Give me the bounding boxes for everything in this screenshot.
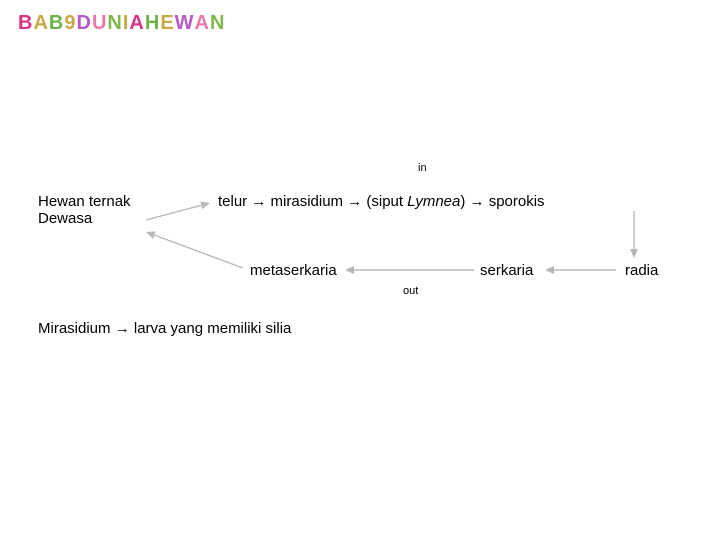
note-suffix: larva yang memiliki silia: [130, 320, 292, 337]
text-mirasidium: mirasidium: [271, 193, 344, 210]
node-chain-top: telur → mirasidium → (siput Lymnea) → sp…: [218, 193, 545, 210]
node-metaserkaria: metaserkaria: [250, 262, 337, 279]
note-mirasidium: Mirasidium → larva yang memiliki silia: [38, 320, 291, 337]
note-prefix: Mirasidium: [38, 320, 115, 337]
label-in: in: [418, 162, 427, 174]
arrow-glyph: →: [470, 193, 489, 210]
text-hewan-line1: Hewan ternak: [38, 193, 131, 210]
node-hewan-dewasa: Hewan ternak Dewasa: [38, 193, 131, 227]
page-title: BAB 9 DUNIA HEWAN: [18, 12, 225, 35]
text-telur: telur: [218, 193, 247, 210]
text-siput-suffix: ): [460, 193, 465, 210]
text-sporokis: sporokis: [489, 193, 545, 210]
arrow-glyph: →: [347, 193, 366, 210]
text-lymnea: Lymnea: [407, 193, 460, 210]
label-out: out: [403, 285, 418, 297]
arrow-glyph: →: [115, 320, 130, 337]
arrows-layer: [0, 0, 720, 540]
text-siput-prefix: (siput: [366, 193, 407, 210]
node-serkaria: serkaria: [480, 262, 533, 279]
arrow-glyph: →: [251, 193, 270, 210]
node-radia: radia: [625, 262, 658, 279]
text-hewan-line2: Dewasa: [38, 210, 131, 227]
